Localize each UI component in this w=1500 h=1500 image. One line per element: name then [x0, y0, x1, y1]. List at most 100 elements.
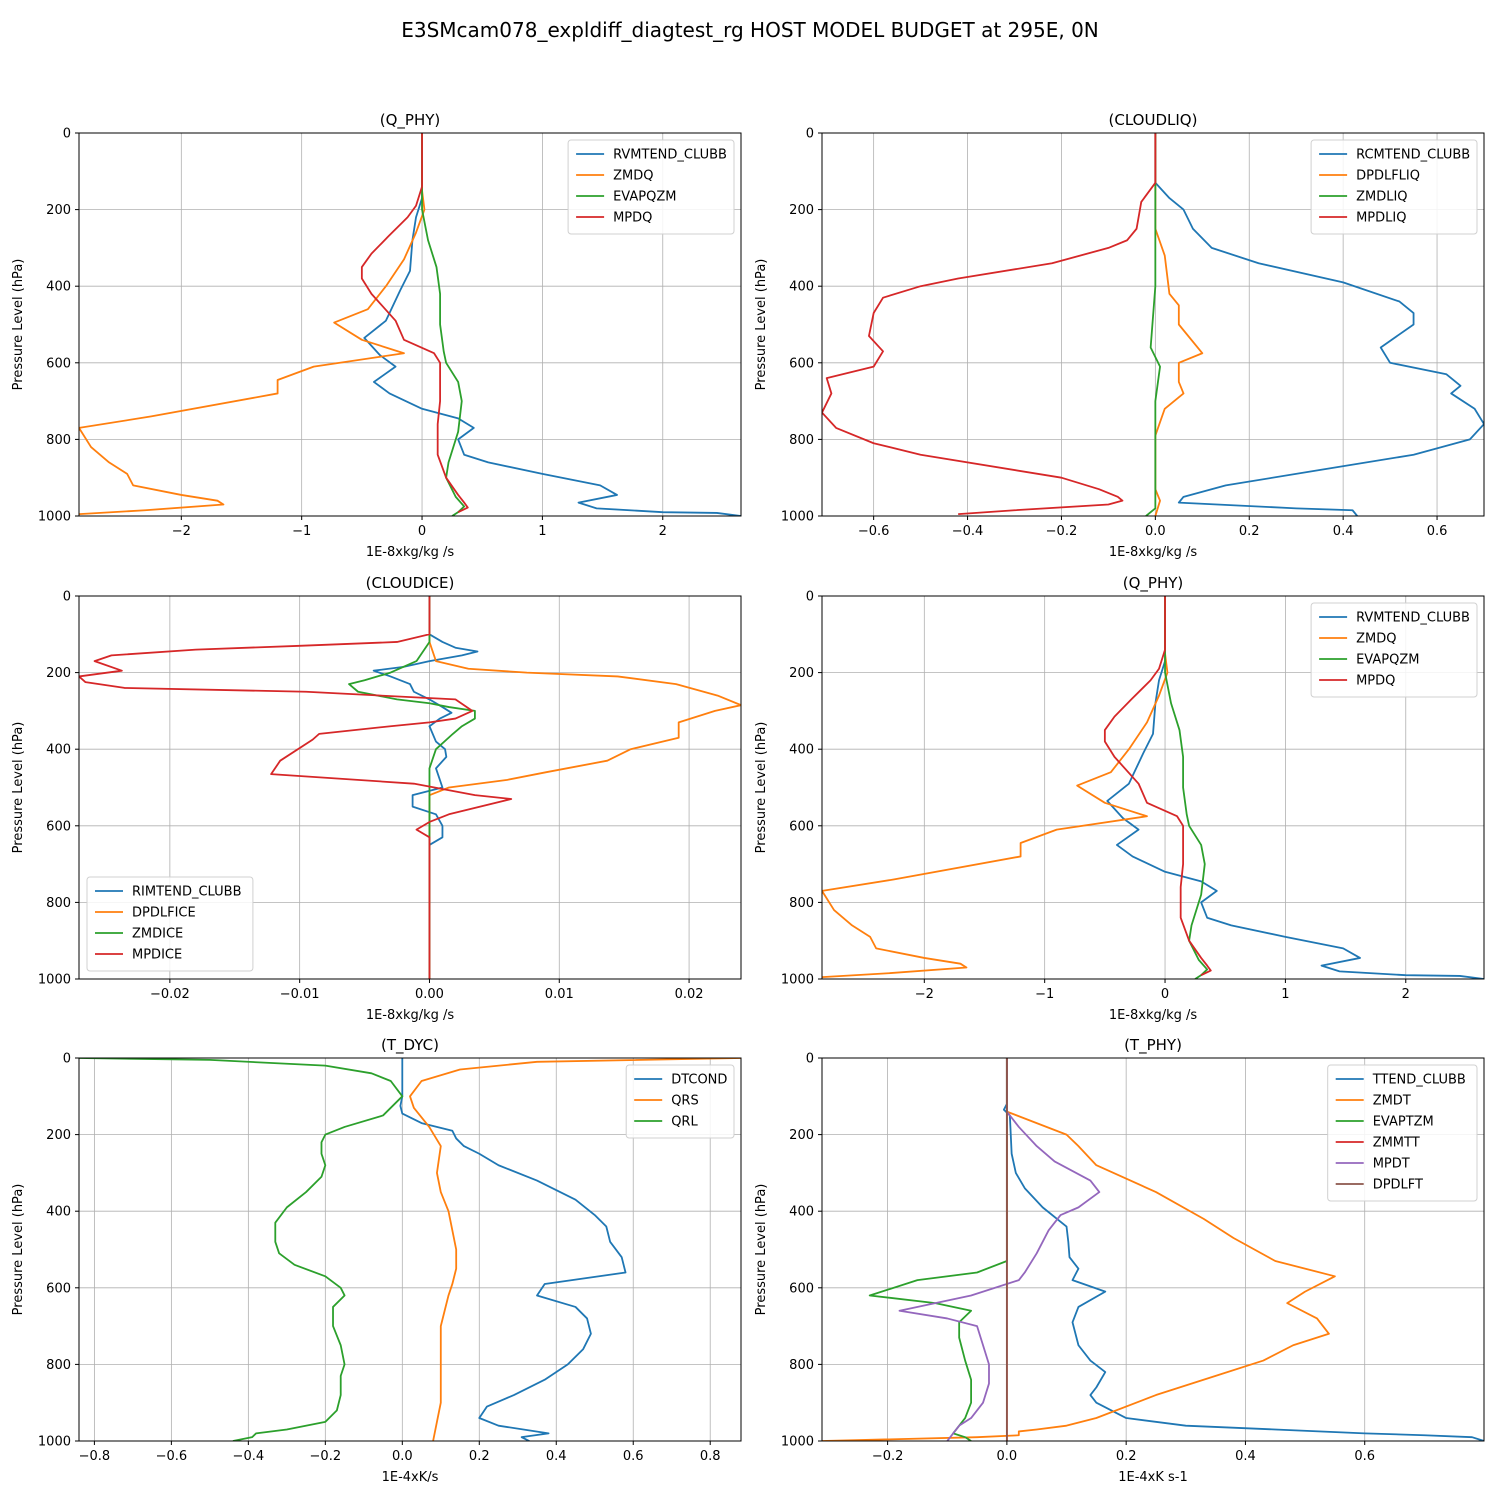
series-line-rcmtend_clubb [1154, 133, 1484, 516]
subplot-1: −2 −1 0 1 2 0 200 400 600 800 1000 (Q_PHY) 1E-8xkg/k… [11, 111, 742, 560]
y-tick-label: 0 [63, 1052, 71, 1067]
y-tick-label: 400 [46, 743, 71, 758]
x-tick-label: −0.8 [79, 1449, 111, 1464]
series-line-mpdq [1103, 596, 1212, 976]
x-axis-label: 1E-8xkg/kg /s [366, 1008, 455, 1023]
series-line-evapqzm [1164, 596, 1209, 979]
y-tick-label: 800 [789, 896, 814, 911]
legend-entry: MPDQ [613, 211, 652, 226]
x-tick-label: 0.6 [623, 1449, 644, 1464]
x-tick-label: 0.0 [1145, 524, 1166, 539]
axes-frame [821, 1057, 1485, 1442]
legend-entry: ZMMTT [1373, 1136, 1420, 1151]
x-tick-label: −0.2 [1046, 524, 1078, 539]
x-tick-label: −2 [915, 987, 934, 1002]
subplot-title: (Q_PHY) [380, 111, 441, 130]
x-axis-label: 1E-8xkg/kg /s [366, 545, 455, 560]
y-tick-label: 600 [46, 819, 71, 834]
series-line-qrl [79, 1058, 404, 1441]
x-tick-label: 0.2 [1116, 1449, 1137, 1464]
x-tick-label: 0.0 [392, 1449, 413, 1464]
series-line-rimtend_clubb [372, 596, 479, 979]
legend-entry: QRS [671, 1094, 699, 1109]
legend-entry: DPDLFICE [132, 906, 196, 921]
legend-entry: MPDLIQ [1356, 211, 1406, 226]
legend-entry: ZMDQ [1356, 632, 1396, 647]
y-tick-label: 200 [789, 666, 814, 681]
series-line-mpdq [360, 133, 469, 513]
subplot-5: −0.8 −0.6 −0.4 −0.2 0.0 0.2 0.4 0.6 0.8 0 200 400 60… [11, 1036, 742, 1485]
x-tick-label: 0.02 [675, 987, 704, 1002]
subplot-title: (CLOUDICE) [366, 574, 455, 592]
figure-title: E3SMcam078_expldiff_diagtest_rg HOST MOD… [401, 18, 1099, 42]
legend-entry: EVAPTZM [1373, 1115, 1434, 1130]
x-tick-label: 0.2 [1239, 524, 1260, 539]
y-tick-label: 1000 [38, 1435, 71, 1450]
x-tick-label: 1 [538, 524, 546, 539]
axes-frame [821, 132, 1485, 517]
y-axis-label: Pressure Level (hPa) [754, 1184, 769, 1316]
series-line-zmdq [822, 596, 1169, 978]
x-tick-label: −0.4 [952, 524, 984, 539]
x-tick-label: −0.01 [280, 987, 320, 1002]
x-axis-label: 1E-8xkg/kg /s [1109, 1008, 1198, 1023]
subplot-3: −0.02 −0.01 0.00 0.01 0.02 0 200 400 600 800 1000 (… [11, 574, 742, 1023]
x-tick-label: 0.8 [700, 1449, 721, 1464]
series-line-dtcond [399, 1058, 627, 1441]
legend-entry: EVAPQZM [613, 190, 676, 205]
series-line-evaptzm [868, 1058, 1008, 1441]
x-tick-label: 0.2 [469, 1449, 490, 1464]
subplot-title: (T_DYC) [381, 1036, 439, 1055]
y-tick-label: 200 [46, 1128, 71, 1143]
y-tick-label: 0 [806, 127, 814, 142]
x-tick-label: 0.4 [1235, 1449, 1256, 1464]
x-tick-label: −2 [172, 524, 191, 539]
y-tick-label: 200 [789, 1128, 814, 1143]
legend-entry: DPDLFLIQ [1356, 169, 1420, 184]
legend-entry: DTCOND [671, 1073, 727, 1088]
x-tick-label: 0 [1161, 987, 1169, 1002]
x-tick-label: 0.6 [1354, 1449, 1375, 1464]
y-tick-label: 1000 [38, 973, 71, 988]
x-tick-label: −0.6 [156, 1449, 188, 1464]
y-axis-label: Pressure Level (hPa) [11, 1184, 26, 1316]
legend-entry: DPDLFT [1373, 1178, 1423, 1193]
series-line-ttend_clubb [1003, 1058, 1484, 1441]
y-tick-label: 1000 [38, 510, 71, 525]
x-tick-label: −1 [292, 524, 311, 539]
legend-box [567, 139, 735, 235]
y-tick-label: 200 [789, 203, 814, 218]
series-line-mpdt [898, 1058, 1101, 1441]
legend: DTCOND QRS QRL [625, 1064, 735, 1139]
legend-entry: ZMDQ [613, 169, 653, 184]
legend: TTEND_CLUBB ZMDT EVAPTZM ZMMTT MPDT DPDLFT [1327, 1064, 1478, 1202]
legend-entry: RIMTEND_CLUBB [132, 885, 242, 900]
axes-frame [821, 595, 1485, 980]
y-tick-label: 1000 [781, 973, 814, 988]
series-line-rvmtend_clubb [1106, 596, 1484, 979]
x-tick-label: 0.4 [546, 1449, 567, 1464]
series-line-mpdice [79, 596, 513, 979]
y-tick-label: 600 [789, 356, 814, 371]
series-line-zmdq [79, 133, 426, 515]
legend-entry: MPDICE [132, 948, 182, 963]
x-tick-label: 2 [659, 524, 667, 539]
legend-box [86, 876, 254, 972]
x-tick-label: −1 [1035, 987, 1054, 1002]
y-tick-label: 600 [46, 356, 71, 371]
x-tick-label: 0 [418, 524, 426, 539]
x-tick-label: −0.6 [858, 524, 890, 539]
y-tick-label: 400 [789, 743, 814, 758]
axes-frame [78, 132, 742, 517]
series-line-mpdliq [822, 133, 1157, 515]
y-tick-label: 800 [46, 433, 71, 448]
x-tick-label: −0.2 [310, 1449, 342, 1464]
y-tick-label: 600 [789, 819, 814, 834]
series-line-qrs [409, 1058, 741, 1441]
y-tick-label: 0 [806, 1052, 814, 1067]
subplot-2: −0.6 −0.4 −0.2 0.0 0.2 0.4 0.6 0 200 400 600 800 100… [754, 111, 1485, 560]
x-axis-label: 1E-4xK/s [382, 1470, 439, 1485]
x-tick-label: 0.00 [415, 987, 444, 1002]
y-tick-label: 600 [789, 1281, 814, 1296]
legend-box [1327, 1064, 1478, 1202]
